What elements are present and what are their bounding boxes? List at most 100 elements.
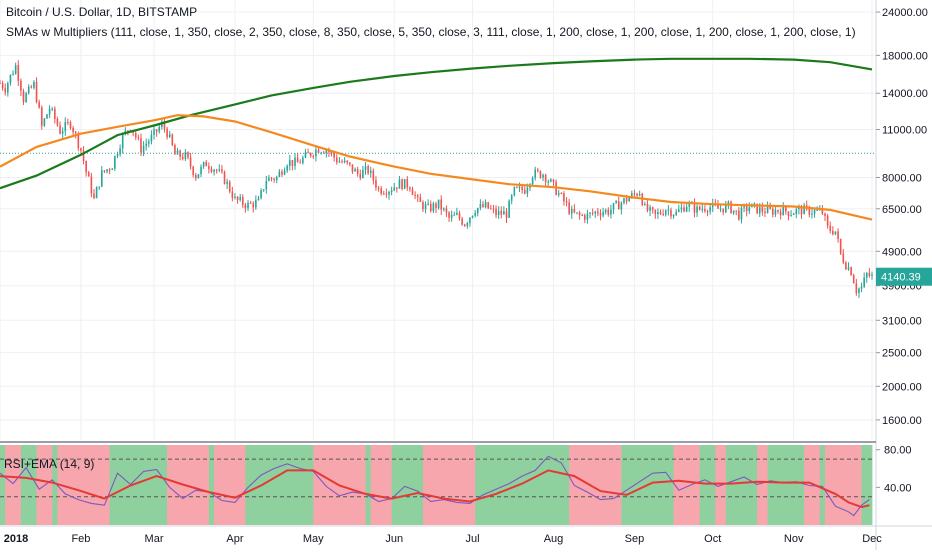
candle-body — [437, 199, 440, 209]
candle-body — [868, 272, 871, 276]
candle-body — [756, 203, 758, 214]
candle-body — [304, 152, 307, 158]
candle-body — [717, 204, 719, 209]
candle-body — [432, 203, 435, 212]
candle-body — [181, 156, 184, 159]
rsi-band — [240, 445, 246, 525]
candle-body — [236, 196, 239, 200]
candle-body — [581, 215, 584, 217]
candle-body — [597, 211, 599, 214]
candle-body — [12, 73, 14, 75]
rsi-band — [99, 445, 105, 525]
gridlines — [0, 0, 875, 525]
rsi-band — [710, 445, 716, 525]
candle-body — [218, 169, 221, 171]
price-tick-label: 18000.00 — [882, 50, 928, 62]
candle-body — [659, 212, 662, 214]
rsi-band — [417, 445, 424, 525]
candle-body — [516, 186, 518, 188]
candle-body — [758, 207, 761, 214]
price-tick-label: 4900.00 — [882, 246, 922, 258]
candle-body — [589, 212, 591, 214]
rsi-band — [78, 445, 84, 525]
candle-body — [565, 201, 568, 203]
time-tick-label: May — [303, 533, 324, 545]
rsi-band — [234, 445, 241, 525]
candle-body — [766, 206, 769, 214]
candle-body — [85, 161, 87, 173]
rsi-band — [506, 445, 513, 525]
rsi-band — [140, 445, 147, 525]
candle-body — [453, 214, 456, 216]
last-price-value: 4140.39 — [881, 272, 921, 284]
candle-body — [127, 130, 129, 132]
candle-body — [140, 138, 142, 153]
candle-body — [832, 230, 834, 235]
candle-body — [362, 169, 364, 179]
candle-body — [829, 225, 832, 231]
candle-body — [43, 118, 46, 126]
rsi-band — [318, 445, 325, 525]
rsi-band — [798, 445, 805, 525]
candle-body — [231, 191, 234, 199]
rsi-band — [449, 445, 455, 525]
rsi-band — [360, 445, 366, 525]
rsi-band — [412, 445, 419, 525]
candle-body — [56, 119, 59, 126]
rsi-band — [67, 445, 74, 525]
candle-body — [82, 150, 85, 162]
candle-body — [338, 161, 341, 163]
candle-body — [354, 169, 356, 172]
candle-body — [27, 86, 30, 94]
candle-body — [382, 193, 385, 195]
candle-body — [283, 170, 286, 175]
candle-body — [286, 165, 288, 171]
time-axis[interactable]: 2018 Feb Mar Apr May Jun Jul Aug Sep Oct Nov Dec — [4, 533, 883, 545]
candle-body — [808, 206, 811, 215]
candle-body — [367, 166, 369, 174]
candle-body — [591, 212, 594, 214]
rsi-band — [835, 445, 842, 525]
rsi-band — [287, 445, 293, 525]
indicator-legend[interactable]: SMAs w Multipliers (111, close, 1, 350, … — [6, 25, 856, 39]
candle-body — [189, 157, 192, 167]
rsi-band — [62, 445, 69, 525]
candle-body — [748, 207, 751, 212]
rsi-lines — [0, 455, 870, 517]
rsi-band — [328, 445, 335, 525]
candle-body — [153, 129, 155, 135]
candle-body — [322, 152, 325, 154]
candle-body — [202, 162, 205, 167]
candle-body — [200, 166, 202, 175]
candle-body — [863, 277, 865, 287]
candle-body — [576, 212, 578, 214]
candle-body — [40, 107, 43, 126]
rsi-tick-label: 40.00 — [884, 482, 912, 494]
candle-body — [664, 210, 667, 215]
candle-body — [785, 206, 787, 212]
time-tick-label: Dec — [862, 533, 882, 545]
candle-body — [343, 160, 346, 163]
rsi-band — [443, 445, 450, 525]
candle-body — [792, 213, 795, 216]
candle-body — [288, 160, 291, 166]
rsi-ema-line — [0, 469, 870, 509]
candle-body — [35, 82, 38, 103]
candle-body — [213, 170, 215, 172]
symbol-title[interactable]: Bitcoin / U.S. Dollar, 1D, BITSTAMP — [6, 5, 198, 19]
candle-body — [419, 197, 422, 202]
rsi-band — [605, 445, 612, 525]
price-axis[interactable]: 24000.00 18000.00 14000.00 11000.00 8000.00 6… — [876, 7, 928, 494]
candle-body — [732, 210, 735, 214]
candle-body — [375, 180, 377, 188]
rsi-band — [736, 445, 742, 525]
rsi-band — [198, 445, 205, 525]
candle-body — [474, 213, 476, 216]
rsi-band — [219, 445, 225, 525]
rsi-band — [10, 445, 17, 525]
candle-body — [568, 202, 570, 214]
rsi-legend[interactable]: RSI+EMA (14, 9) — [4, 457, 95, 471]
candle-body — [578, 212, 581, 216]
rsi-band — [88, 445, 95, 525]
